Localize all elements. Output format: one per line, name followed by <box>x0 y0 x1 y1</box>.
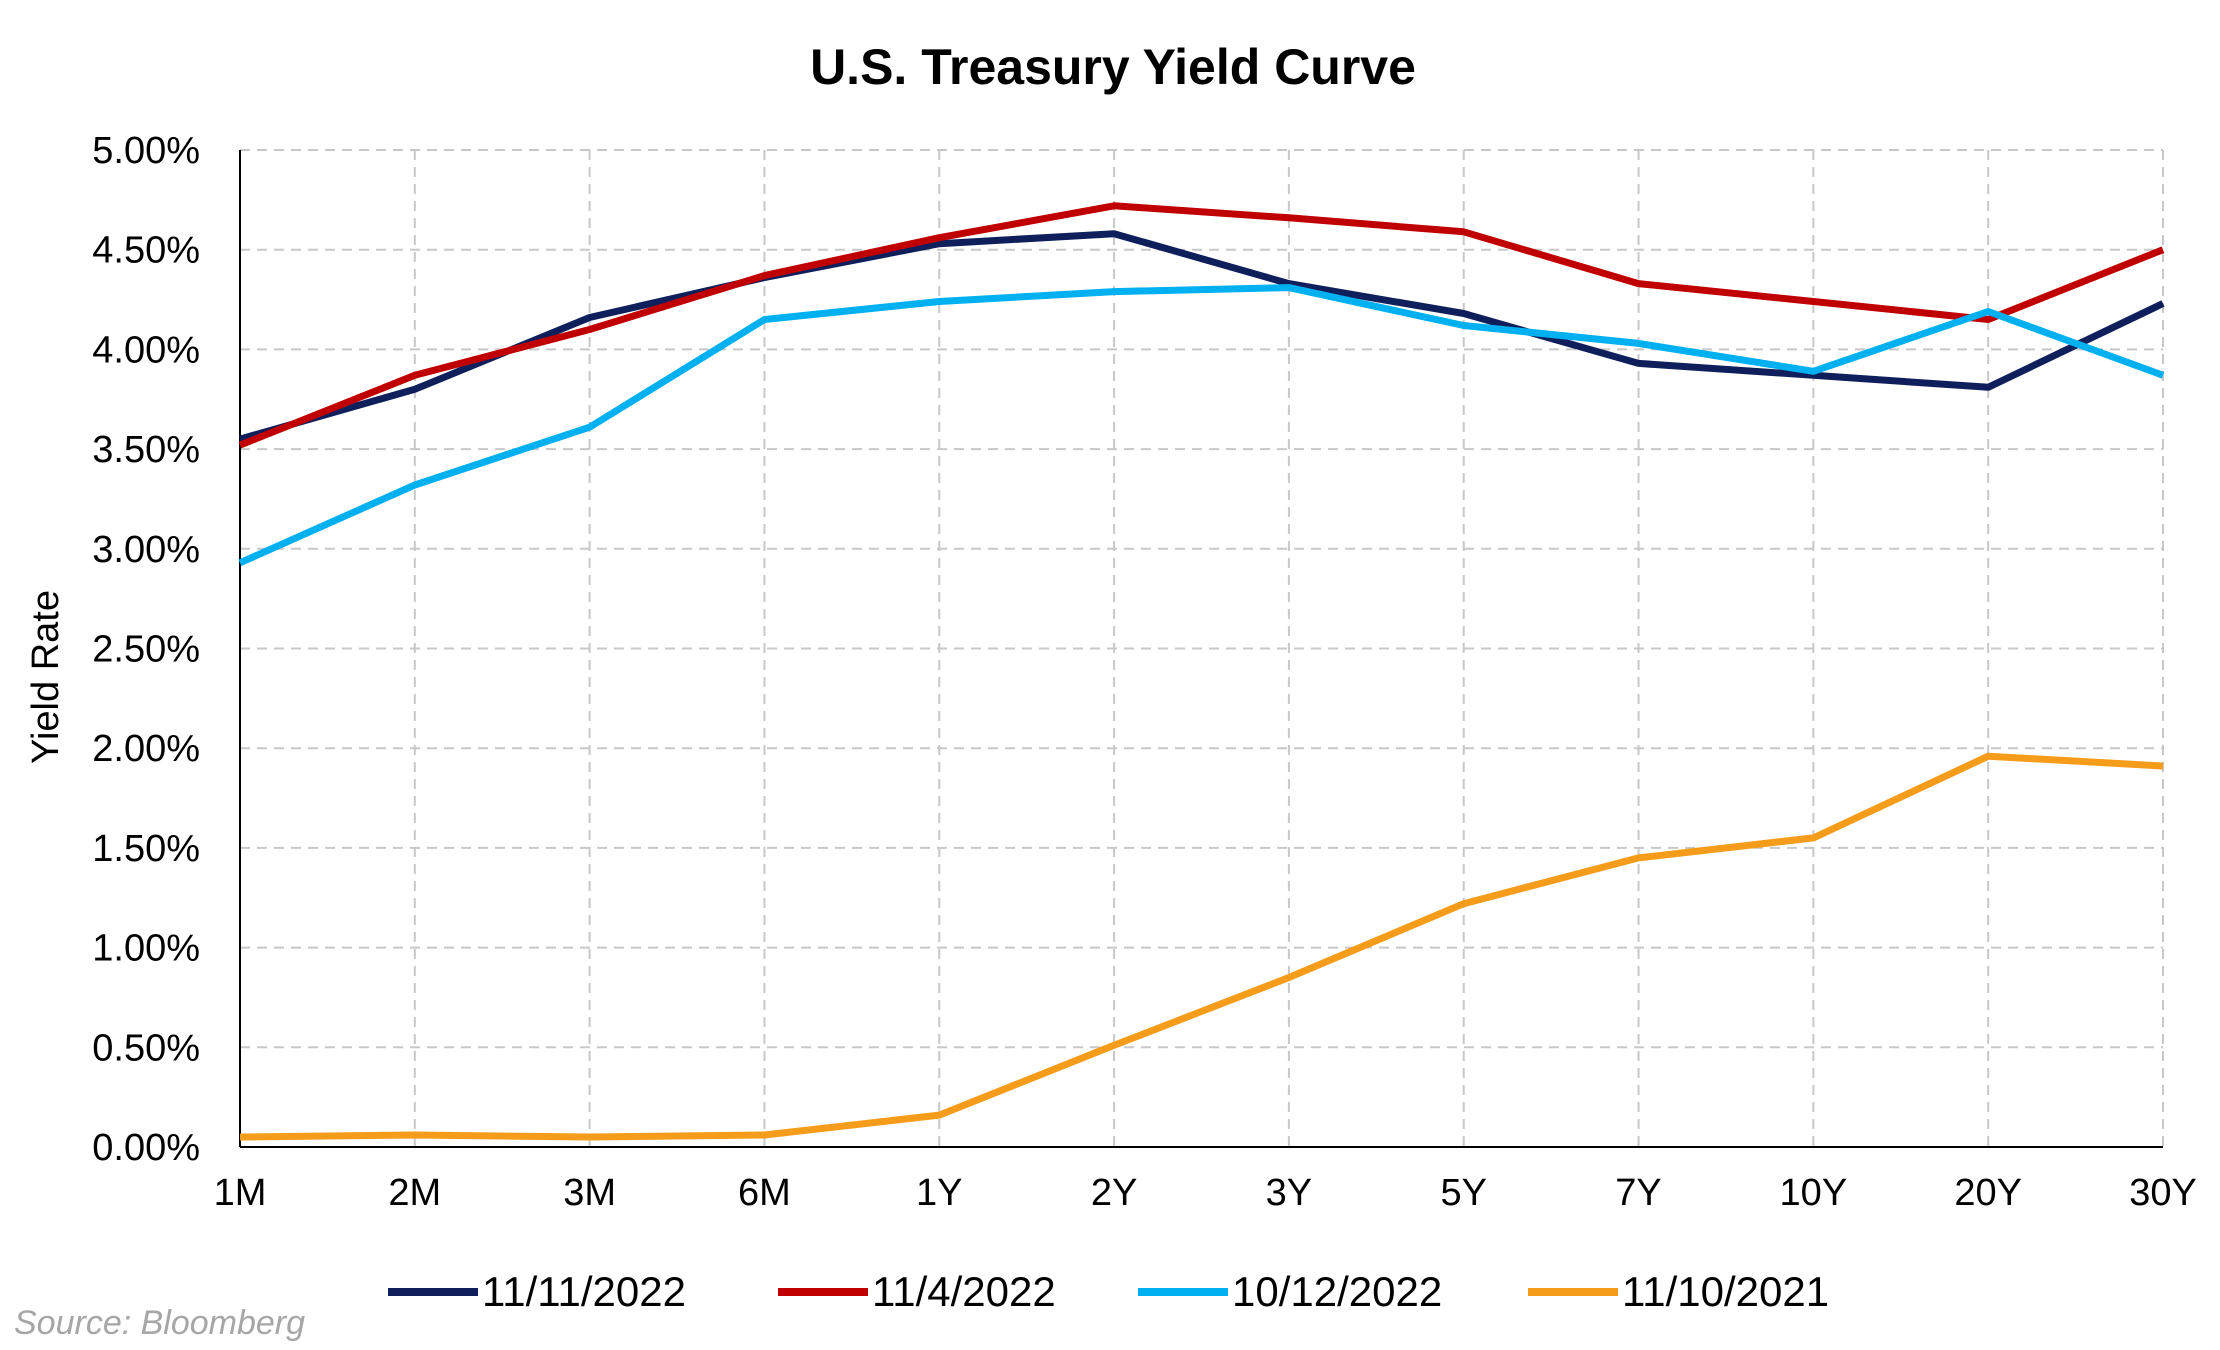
y-tick-label: 2.00% <box>92 728 200 770</box>
x-axis-tick-labels: 1M 2M 3M 6M 1Y 2Y 3Y 5Y 7Y 10Y 20Y 30Y <box>214 1172 2197 1214</box>
series-line-3 <box>238 284 2165 566</box>
x-tick-label: 1M <box>214 1172 267 1214</box>
series-lines <box>238 202 2165 1141</box>
y-tick-label: 1.00% <box>92 928 200 970</box>
series-line-1 <box>239 230 2165 443</box>
y-tick-label: 4.50% <box>92 230 200 272</box>
x-tick-label: 20Y <box>1954 1172 2022 1214</box>
axes <box>239 150 2163 1148</box>
x-tick-label: 10Y <box>1780 1172 1848 1214</box>
y-tick-label: 5.00% <box>92 130 200 172</box>
y-axis-label: Yield Rate <box>25 590 67 764</box>
legend-label: 11/4/2022 <box>872 1268 1056 1315</box>
x-tick-label: 5Y <box>1440 1172 1486 1214</box>
y-tick-label: 3.00% <box>92 529 200 571</box>
x-tick-label: 3M <box>563 1172 616 1214</box>
x-tick-label: 2M <box>388 1172 441 1214</box>
y-tick-label: 2.50% <box>92 629 200 671</box>
x-tick-label: 2Y <box>1091 1172 1137 1214</box>
x-tick-label: 1Y <box>916 1172 962 1214</box>
y-axis-tick-labels: 0.00% 0.50% 1.00% 1.50% 2.00% 2.50% 3.00% 3.50%… <box>92 130 200 1169</box>
source-note: Source: Bloomberg <box>14 1304 305 1342</box>
legend-label: 10/12/2022 <box>1232 1268 1442 1315</box>
x-tick-label: 6M <box>738 1172 791 1214</box>
y-tick-label: 0.50% <box>92 1027 200 1069</box>
series-line-4 <box>239 752 2164 1141</box>
x-tick-label: 7Y <box>1615 1172 1661 1214</box>
gridlines <box>240 149 2164 1147</box>
chart-title: U.S. Treasury Yield Curve <box>810 39 1416 95</box>
y-tick-label: 1.50% <box>92 828 200 870</box>
y-tick-label: 0.00% <box>92 1127 200 1169</box>
series-line-2 <box>238 202 2165 449</box>
legend-label: 11/11/2022 <box>482 1268 686 1315</box>
x-tick-label: 30Y <box>2129 1172 2197 1214</box>
x-tick-label: 3Y <box>1266 1172 1312 1214</box>
y-tick-label: 4.00% <box>92 329 200 371</box>
legend: 11/11/2022 11/4/2022 10/12/2022 11/10/2021 <box>388 1268 1829 1315</box>
y-tick-label: 3.50% <box>92 429 200 471</box>
legend-label: 11/10/2021 <box>1622 1268 1829 1315</box>
